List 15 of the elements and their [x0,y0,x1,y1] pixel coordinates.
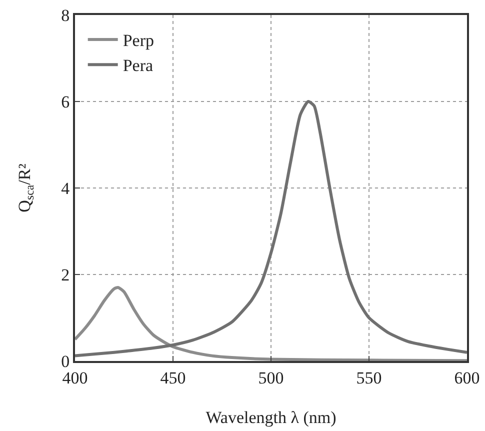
x-tick-label: 600 [454,368,480,388]
y-tick-label: 4 [61,178,70,198]
x-axis-title: Wavelength λ (nm) [206,408,336,427]
legend-label: Pera [122,56,154,76]
y-tick-label: 2 [61,265,70,284]
line-series [75,100,467,358]
x-tick-label: 500 [258,368,284,388]
legend-label: Perp [122,31,154,50]
y-tick-label: 8 [61,6,70,25]
x-tick-label: 400 [62,368,88,388]
line-series [75,286,467,361]
x-tick-label: 550 [356,368,382,388]
y-tick-label: 0 [61,352,70,371]
y-tick-label: 6 [61,92,70,112]
x-tick-label: 450 [160,368,186,388]
